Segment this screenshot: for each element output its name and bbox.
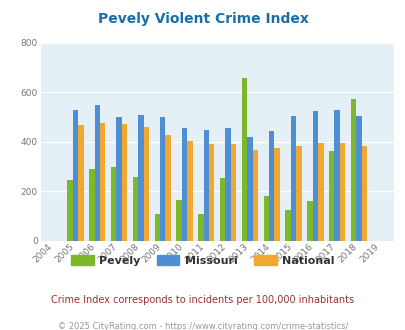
- Bar: [296, 146, 301, 241]
- Text: © 2025 CityRating.com - https://www.cityrating.com/crime-statistics/: © 2025 CityRating.com - https://www.city…: [58, 322, 347, 330]
- Legend: Pevely, Missouri, National: Pevely, Missouri, National: [67, 250, 338, 270]
- Bar: [203, 129, 209, 241]
- Bar: [72, 110, 78, 241]
- Bar: [263, 196, 269, 241]
- Bar: [116, 117, 121, 241]
- Bar: [328, 150, 334, 241]
- Bar: [165, 135, 171, 241]
- Bar: [355, 116, 361, 241]
- Bar: [290, 116, 296, 241]
- Bar: [350, 99, 355, 241]
- Bar: [312, 111, 317, 241]
- Bar: [94, 105, 100, 241]
- Text: Pevely Violent Crime Index: Pevely Violent Crime Index: [97, 12, 308, 25]
- Bar: [181, 128, 187, 241]
- Bar: [361, 146, 366, 241]
- Bar: [274, 148, 279, 241]
- Bar: [285, 210, 290, 241]
- Bar: [89, 169, 94, 241]
- Bar: [132, 177, 138, 241]
- Bar: [176, 200, 181, 241]
- Bar: [154, 214, 160, 241]
- Bar: [209, 145, 214, 241]
- Bar: [187, 141, 192, 241]
- Bar: [334, 110, 339, 241]
- Bar: [307, 201, 312, 241]
- Bar: [252, 150, 258, 241]
- Bar: [241, 78, 247, 241]
- Bar: [220, 178, 225, 241]
- Bar: [198, 214, 203, 241]
- Bar: [317, 143, 323, 241]
- Bar: [100, 123, 105, 241]
- Text: Crime Index corresponds to incidents per 100,000 inhabitants: Crime Index corresponds to incidents per…: [51, 295, 354, 305]
- Bar: [160, 117, 165, 241]
- Bar: [225, 128, 230, 241]
- Bar: [78, 124, 83, 241]
- Bar: [339, 143, 345, 241]
- Bar: [247, 137, 252, 241]
- Bar: [122, 124, 127, 241]
- Bar: [230, 145, 236, 241]
- Bar: [143, 127, 149, 241]
- Bar: [138, 115, 143, 241]
- Bar: [67, 180, 72, 241]
- Bar: [111, 167, 116, 241]
- Bar: [269, 131, 274, 241]
